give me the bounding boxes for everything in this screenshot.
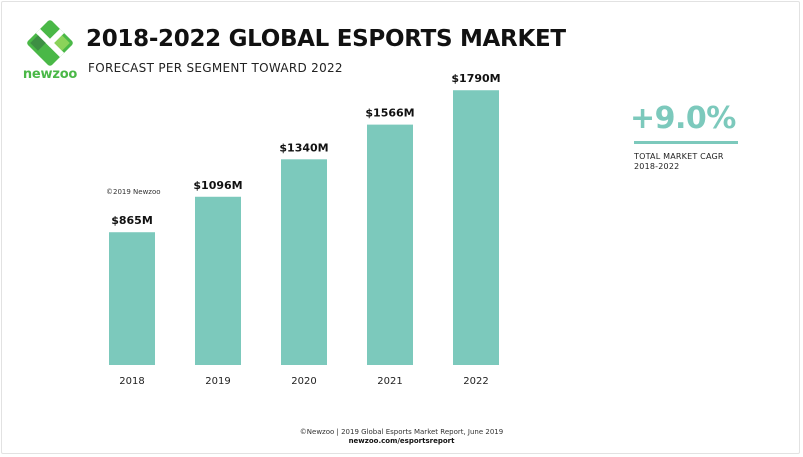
bar-2020 bbox=[281, 159, 327, 365]
data-label-2019: $1096M bbox=[193, 179, 242, 192]
x-tick-label-2021: 2021 bbox=[377, 376, 402, 387]
cagr-label-line1: TOTAL MARKET CAGR bbox=[634, 152, 724, 161]
bar-2018 bbox=[109, 232, 155, 365]
data-label-2018: $865M bbox=[111, 214, 153, 227]
data-label-2022: $1790M bbox=[451, 72, 500, 85]
bar-2019 bbox=[195, 196, 241, 365]
chart-title: 2018-2022 GLOBAL ESPORTS MARKET bbox=[86, 26, 566, 52]
chart-subtitle: FORECAST PER SEGMENT TOWARD 2022 bbox=[88, 61, 343, 75]
cagr-value: +9.0% bbox=[630, 101, 736, 136]
cagr-label-line2: 2018-2022 bbox=[634, 162, 680, 171]
copyright-note: ©2019 Newzoo bbox=[106, 188, 161, 196]
data-label-2021: $1566M bbox=[365, 107, 414, 120]
newzoo-logo-icon bbox=[27, 20, 73, 66]
data-label-2020: $1340M bbox=[279, 141, 328, 154]
logo-wordmark: newzoo bbox=[22, 67, 78, 82]
x-tick-label-2020: 2020 bbox=[291, 376, 316, 387]
cagr-label: TOTAL MARKET CAGR 2018-2022 bbox=[634, 152, 724, 172]
footer-source: ©Newzoo | 2019 Global Esports Market Rep… bbox=[299, 428, 504, 436]
x-tick-label-2022: 2022 bbox=[463, 376, 488, 387]
footer-url: newzoo.com/esportsreport bbox=[348, 437, 455, 445]
cagr-divider bbox=[634, 141, 738, 144]
x-tick-label-2018: 2018 bbox=[119, 376, 144, 387]
bar-2021 bbox=[367, 124, 413, 365]
bar-2022 bbox=[453, 90, 499, 366]
x-tick-label-2019: 2019 bbox=[205, 376, 230, 387]
